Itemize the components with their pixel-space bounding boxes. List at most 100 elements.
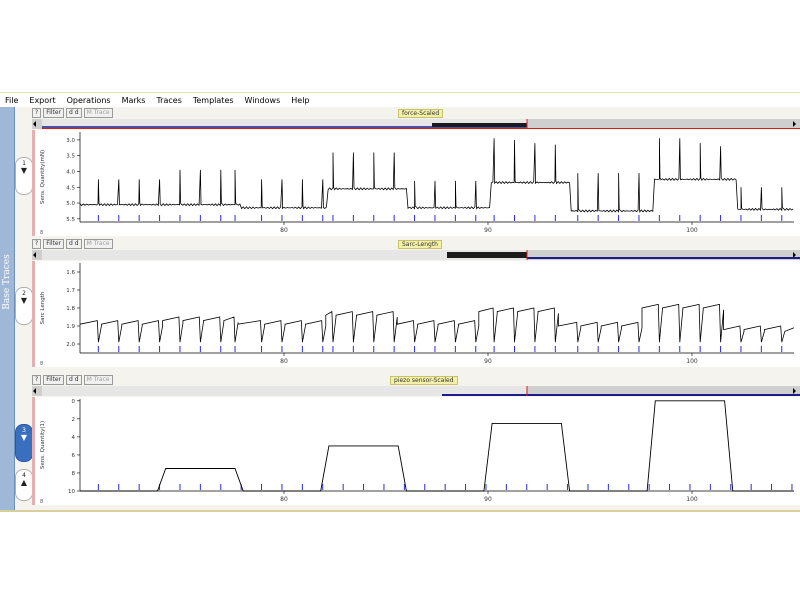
- trace-handle-3[interactable]: 3 ▼: [15, 424, 33, 462]
- y-tick-label: 8: [72, 471, 76, 477]
- plot-background: [32, 397, 800, 505]
- m-trace-button[interactable]: M Trace: [83, 108, 113, 118]
- help-button[interactable]: ?: [32, 239, 42, 249]
- x-tick-label: 100: [686, 496, 698, 503]
- y-tick-label: 4: [72, 435, 76, 441]
- chevron-down-icon: ▼: [20, 433, 28, 442]
- help-button[interactable]: ?: [32, 375, 42, 385]
- menu-export[interactable]: Export: [29, 95, 56, 105]
- base-traces-tab[interactable]: Base Traces: [0, 107, 15, 510]
- piezo-sensor-plot[interactable]: Sens. Quantity(1) 10 8 6 4 2 0 80 90 100 8: [32, 397, 800, 505]
- trace-handle-number: 3: [22, 427, 26, 434]
- scroll-left-icon: [33, 121, 36, 127]
- x-tick-label: 90: [484, 227, 492, 234]
- scroll-right-icon: [793, 388, 796, 394]
- y-tick-label: 4.0: [66, 169, 75, 175]
- sarc-length-plot[interactable]: Sarc Length 2.0 1.9 1.8 1.7 1.6 80 90 100 8: [32, 261, 800, 367]
- x-tick-label: 90: [484, 358, 492, 365]
- filter-button[interactable]: Filter: [43, 239, 65, 249]
- y-axis-label: Sens. Quantity(mN): [40, 150, 46, 204]
- force-trace-line: [79, 138, 794, 213]
- trace-handle-4[interactable]: 4 ▲: [15, 469, 33, 501]
- filter-button[interactable]: Filter: [43, 108, 65, 118]
- piezo-trace-line: [80, 400, 794, 492]
- x-corner-label: 8: [40, 230, 43, 236]
- trace-title: force-Scaled: [398, 109, 444, 118]
- m-trace-button[interactable]: M Trace: [83, 375, 113, 385]
- menu-marks[interactable]: Marks: [121, 95, 146, 105]
- y-tick-label: 3.5: [66, 154, 75, 160]
- trace-panel-sarc: ? Filter d d M Trace Sarc-Length Sarc Le…: [32, 239, 800, 367]
- trace-toolbar: ? Filter d d M Trace: [32, 375, 800, 385]
- filter-button[interactable]: Filter: [43, 375, 65, 385]
- trace-panel-piezo: ? Filter d d M Trace piezo sensor-Scaled…: [32, 375, 800, 505]
- chevron-down-icon: ▼: [20, 166, 28, 175]
- scroll-left-icon: [33, 388, 36, 394]
- scroll-left-icon: [33, 252, 36, 258]
- overview-window: [42, 386, 527, 396]
- help-button[interactable]: ?: [32, 108, 42, 118]
- force-plot[interactable]: Sens. Quantity(mN) 5.5 5.0 4.5 4.0 3.5 3.0 80 90…: [32, 130, 800, 236]
- y-axis-label: Sens. Quantity(1): [40, 421, 46, 469]
- y-tick-label: 3.0: [66, 138, 75, 144]
- y-axis-label: Sarc Length: [40, 291, 46, 324]
- plot-background: [32, 261, 800, 367]
- x-corner-label: 8: [40, 499, 43, 505]
- m-trace-button[interactable]: M Trace: [83, 239, 113, 249]
- dd-button[interactable]: d d: [66, 239, 82, 249]
- menu-windows[interactable]: Windows: [244, 95, 281, 105]
- x-tick-label: 80: [280, 358, 288, 365]
- chevron-up-icon: ▲: [20, 478, 28, 487]
- y-tick-label: 1.7: [66, 288, 75, 294]
- base-traces-label: Base Traces: [2, 254, 12, 310]
- trace-title: piezo sensor-Scaled: [390, 376, 458, 385]
- trace-handle-1[interactable]: 1 ▼: [15, 157, 33, 195]
- trace-handle-number: 4: [22, 472, 26, 479]
- overview-window: [42, 250, 527, 260]
- menu-operations[interactable]: Operations: [66, 95, 111, 105]
- menu-templates[interactable]: Templates: [192, 95, 234, 105]
- trace-handle-2[interactable]: 2 ▼: [15, 287, 33, 325]
- x-tick-label: 90: [484, 496, 492, 503]
- x-tick-label: 80: [280, 496, 288, 503]
- scroll-right-icon: [793, 252, 796, 258]
- y-tick-label: 0: [72, 399, 76, 405]
- overview-dense-block: [447, 252, 527, 258]
- y-tick-label: 5.0: [66, 201, 75, 207]
- overview-window: [42, 119, 527, 129]
- menu-help[interactable]: Help: [291, 95, 310, 105]
- y-tick-label: 1.8: [66, 306, 75, 312]
- trace-title: Sarc-Length: [398, 240, 442, 249]
- y-tick-label: 2.0: [66, 342, 75, 348]
- application-window: File Export Operations Marks Traces Temp…: [0, 92, 800, 512]
- y-tick-label: 1.9: [66, 324, 75, 330]
- y-tick-label: 2: [72, 417, 76, 423]
- trace-handle-number: 1: [22, 160, 26, 167]
- overview-dense-block: [432, 123, 527, 127]
- menu-traces[interactable]: Traces: [156, 95, 182, 105]
- overview-scrollbar[interactable]: [32, 386, 800, 396]
- trace-toolbar: ? Filter d d M Trace: [32, 108, 800, 118]
- plot-background: [32, 130, 800, 236]
- plot-scroll-strip: [32, 397, 35, 505]
- overview-scrollbar[interactable]: [32, 250, 800, 260]
- trace-handle-number: 2: [22, 290, 26, 297]
- trace-toolbar: ? Filter d d M Trace: [32, 239, 800, 249]
- y-tick-label: 5.5: [66, 217, 75, 223]
- overview-scrollbar[interactable]: [32, 119, 800, 129]
- y-tick-label: 10: [68, 489, 75, 495]
- y-tick-label: 1.6: [66, 270, 75, 276]
- x-tick-label: 100: [686, 358, 698, 365]
- sarc-length-trace-line: [79, 303, 795, 343]
- y-tick-label: 4.5: [66, 185, 75, 191]
- x-tick-label: 80: [280, 227, 288, 234]
- chevron-down-icon: ▼: [20, 296, 28, 305]
- dd-button[interactable]: d d: [66, 108, 82, 118]
- x-corner-label: 8: [40, 361, 43, 367]
- x-tick-label: 100: [686, 227, 698, 234]
- menu-bar: File Export Operations Marks Traces Temp…: [0, 92, 800, 107]
- scroll-right-icon: [793, 121, 796, 127]
- y-tick-label: 6: [72, 453, 76, 459]
- dd-button[interactable]: d d: [66, 375, 82, 385]
- menu-file[interactable]: File: [5, 95, 19, 105]
